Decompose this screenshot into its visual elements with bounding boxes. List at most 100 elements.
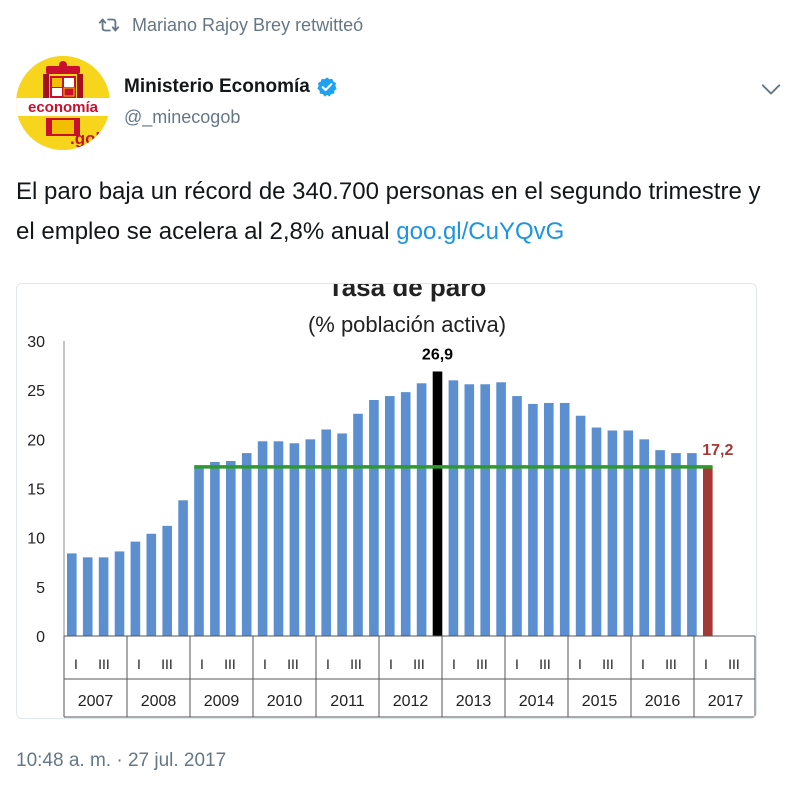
quarter-label: III (98, 656, 110, 672)
bar (528, 403, 538, 636)
bar (480, 384, 490, 636)
bar (623, 430, 634, 636)
author-handle[interactable]: @_minecogob (124, 107, 241, 127)
avatar[interactable]: economía .gob (16, 56, 110, 150)
y-tick-label: 15 (27, 482, 45, 499)
retweet-icon (98, 18, 120, 32)
quarter-label: I (200, 656, 204, 672)
bar (82, 557, 93, 636)
quarter-label: III (602, 656, 614, 672)
bar (496, 382, 506, 636)
bar (385, 396, 395, 636)
quarter-label: I (263, 656, 267, 672)
quarter-label: III (728, 656, 740, 672)
bar (114, 551, 125, 636)
bar (178, 500, 188, 636)
author-block[interactable]: Ministerio Economía @_minecogob (124, 76, 338, 128)
bar (639, 439, 649, 636)
chart-title: Tasa de paro (328, 284, 486, 302)
year-label: 2014 (519, 693, 555, 710)
bar (432, 371, 443, 636)
tweet-link[interactable]: goo.gl/CuYQvG (396, 218, 565, 245)
author-name-row[interactable]: Ministerio Economía (124, 76, 338, 98)
bar (559, 402, 570, 636)
quarter-label: I (137, 656, 141, 672)
year-label: 2013 (456, 693, 492, 710)
bar (703, 466, 713, 636)
quarter-label: III (287, 656, 299, 672)
quarter-label: III (476, 656, 488, 672)
bar (512, 396, 522, 636)
bar (369, 400, 379, 636)
tweet-timestamp[interactable]: 10:48 a. m. · 27 jul. 2017 (16, 750, 227, 771)
chart-subtitle: (% población activa) (308, 312, 506, 337)
bar (655, 450, 665, 636)
year-label: 2016 (645, 693, 681, 710)
tweet-text: El paro baja un récord de 340.700 person… (16, 172, 776, 252)
quarter-label: I (326, 656, 330, 672)
quarter-label: III (224, 656, 236, 672)
quarter-label: I (452, 656, 456, 672)
bar (194, 466, 204, 636)
bar (400, 392, 411, 636)
quarter-label: I (578, 656, 582, 672)
y-tick-label: 10 (27, 531, 45, 548)
chevron-down-icon[interactable] (760, 78, 782, 100)
bar (210, 461, 220, 636)
bar (337, 433, 347, 636)
bar (544, 402, 554, 636)
bar (575, 415, 586, 636)
quarter-label: I (389, 656, 393, 672)
bar (130, 541, 141, 636)
quarter-label: III (665, 656, 677, 672)
quarter-label: I (641, 656, 645, 672)
svg-text:.gob: .gob (70, 129, 106, 148)
retweet-label: Mariano Rajoy Brey retwitteó (132, 14, 364, 35)
bar (448, 380, 459, 636)
tweet-body: El paro baja un récord de 340.700 person… (16, 178, 761, 245)
bar (353, 413, 363, 636)
y-tick-label: 20 (27, 432, 45, 449)
bar (305, 439, 316, 636)
bar (289, 443, 300, 636)
year-label: 2017 (708, 693, 744, 710)
bar (98, 557, 109, 636)
bar (162, 525, 172, 636)
year-label: 2015 (582, 693, 618, 710)
tweet-media-chart[interactable]: Tasa de paro (% población activa) 0 5 10 15 20… (16, 283, 757, 719)
quarter-label: III (350, 656, 362, 672)
bar (464, 384, 475, 636)
ministry-logo: economía .gob (16, 56, 110, 150)
bar (257, 441, 268, 636)
retweet-indicator: Mariano Rajoy Brey retwitteó (98, 14, 363, 36)
year-label: 2007 (78, 693, 114, 710)
quarter-label: III (161, 656, 173, 672)
year-label: 2011 (330, 693, 365, 710)
bar (241, 453, 252, 636)
verified-badge-icon (317, 77, 337, 97)
y-tick-label: 25 (27, 383, 45, 400)
author-name[interactable]: Ministerio Economía (124, 76, 310, 97)
year-label: 2012 (393, 693, 429, 710)
bar (67, 553, 77, 636)
y-tick-label: 30 (27, 334, 45, 351)
peak-value-label: 26,9 (422, 346, 453, 363)
svg-text:economía: economía (28, 99, 99, 116)
quarter-label: I (515, 656, 519, 672)
bar (671, 453, 681, 636)
y-tick-label: 5 (36, 580, 45, 597)
bar (273, 441, 284, 636)
bar (607, 430, 618, 636)
year-label: 2008 (141, 693, 177, 710)
bar (687, 453, 697, 636)
y-tick-label: 0 (36, 629, 45, 646)
quarter-label: III (413, 656, 425, 672)
quarter-label: I (704, 656, 708, 672)
bar (416, 383, 427, 636)
unemployment-chart: Tasa de paro (% población activa) 0 5 10 15 20… (27, 284, 756, 718)
year-label: 2009 (204, 693, 240, 710)
bar (226, 460, 236, 636)
quarter-label: I (74, 656, 78, 672)
bar (321, 429, 331, 636)
quarter-label: III (539, 656, 551, 672)
